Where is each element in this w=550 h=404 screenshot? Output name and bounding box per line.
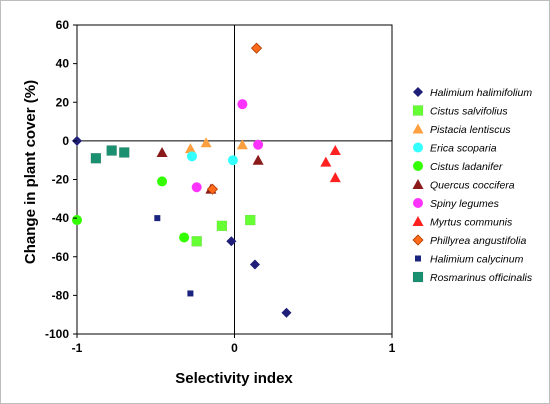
data-point xyxy=(281,307,292,318)
legend-entry: Myrtus communis xyxy=(412,216,513,229)
legend-label: Halimium calycinum xyxy=(430,254,524,266)
data-point xyxy=(252,154,264,165)
plot-area xyxy=(76,24,393,335)
legend-marker xyxy=(413,142,423,153)
legend-label: Phillyrea angustifolia xyxy=(430,235,526,247)
data-point xyxy=(250,42,263,54)
legend-entry: Pistacia lentiscus xyxy=(412,123,511,136)
data-points xyxy=(72,42,341,318)
data-point xyxy=(216,220,228,232)
data-point xyxy=(249,259,260,270)
legend-marker xyxy=(413,87,423,97)
legend-marker xyxy=(412,216,424,226)
data-point xyxy=(90,153,102,164)
legend-label: Quercus coccifera xyxy=(430,180,515,192)
y-tick-label: -80 xyxy=(52,288,70,302)
data-point xyxy=(184,143,196,154)
x-tick-label: -1 xyxy=(72,341,83,355)
series-pistacia-lentiscus xyxy=(184,137,248,154)
y-tick-label: -20 xyxy=(52,173,70,187)
data-point xyxy=(329,172,341,183)
data-point xyxy=(191,182,202,193)
legend-entry: Phillyrea angustifolia xyxy=(412,234,526,247)
data-point xyxy=(186,151,197,162)
data-point xyxy=(200,137,212,148)
legend: Halimium halimifolium Cistus salvifolius P… xyxy=(412,87,533,284)
legend-entry: Erica scoparia xyxy=(413,142,497,155)
data-point xyxy=(179,232,190,243)
series-halimium-halimifolium xyxy=(72,135,292,318)
series-phillyrea-angustifolia xyxy=(206,42,263,195)
legend-marker xyxy=(412,179,424,189)
series-erica-scoparia xyxy=(186,151,238,166)
data-point xyxy=(226,236,237,247)
data-point xyxy=(191,236,202,247)
x-tick-label: 0 xyxy=(231,341,238,355)
data-point xyxy=(106,145,117,156)
series-myrtus-communis xyxy=(320,145,341,183)
data-point xyxy=(253,139,264,150)
y-tick-label: 60 xyxy=(56,18,70,32)
y-tick-label: -40 xyxy=(52,211,70,225)
data-point xyxy=(157,176,168,187)
legend-entry: Halimium halimifolium xyxy=(413,87,532,99)
data-point xyxy=(156,146,168,157)
legend-entry: Rosmarinus officinalis xyxy=(412,271,533,284)
legend-label: Cistus salvifolius xyxy=(430,106,508,118)
data-point xyxy=(245,214,256,226)
legend-entry: Quercus coccifera xyxy=(412,179,515,192)
legend-marker xyxy=(412,234,424,246)
series-cistus-salvifolius xyxy=(191,214,256,247)
legend-entry: Halimium calycinum xyxy=(415,254,524,266)
series-cistus-ladanifer xyxy=(72,176,190,243)
legend-label: Cistus ladanifer xyxy=(430,161,503,173)
legend-entry: Spiny legumes xyxy=(413,198,500,210)
series-halimium-calycinum xyxy=(154,215,194,297)
legend-label: Spiny legumes xyxy=(430,198,500,210)
legend-entry: Cistus salvifolius xyxy=(412,105,508,118)
legend-marker xyxy=(412,105,424,116)
legend-label: Pistacia lentiscus xyxy=(430,124,511,136)
data-point xyxy=(320,156,332,167)
x-tick-label: 1 xyxy=(389,341,396,355)
y-tick-label: -60 xyxy=(52,250,70,264)
data-point xyxy=(236,139,248,150)
legend-label: Rosmarinus officinalis xyxy=(430,272,533,284)
legend-marker xyxy=(412,271,424,283)
x-axis-title: Selectivity index xyxy=(175,370,293,387)
legend-label: Erica scoparia xyxy=(430,143,497,155)
legend-entry: Cistus ladanifer xyxy=(413,161,503,173)
y-tick-label: 20 xyxy=(56,95,70,109)
data-point xyxy=(329,145,341,156)
y-tick-label: -100 xyxy=(45,327,69,341)
data-point xyxy=(206,183,219,195)
data-point xyxy=(187,290,194,297)
data-point xyxy=(119,147,130,158)
series-rosmarinus-officinalis xyxy=(90,145,130,164)
legend-marker xyxy=(412,123,424,134)
data-point xyxy=(227,155,238,166)
y-tick-label: 0 xyxy=(62,134,69,148)
axis-ticks: 60 40 20 0 -20 -40 -60 -80 -100-1 0 1 xyxy=(45,18,396,355)
legend-marker xyxy=(415,255,421,262)
legend-label: Halimium halimifolium xyxy=(430,87,532,99)
data-point xyxy=(72,215,82,226)
data-point xyxy=(237,99,248,110)
series-spiny-legumes xyxy=(191,99,264,193)
y-tick-label: 40 xyxy=(56,57,70,71)
legend-marker xyxy=(413,198,423,208)
data-point xyxy=(154,215,161,222)
y-axis-title: Change in plant cover (%) xyxy=(22,80,39,264)
legend-label: Myrtus communis xyxy=(430,217,513,229)
legend-marker xyxy=(413,161,423,171)
